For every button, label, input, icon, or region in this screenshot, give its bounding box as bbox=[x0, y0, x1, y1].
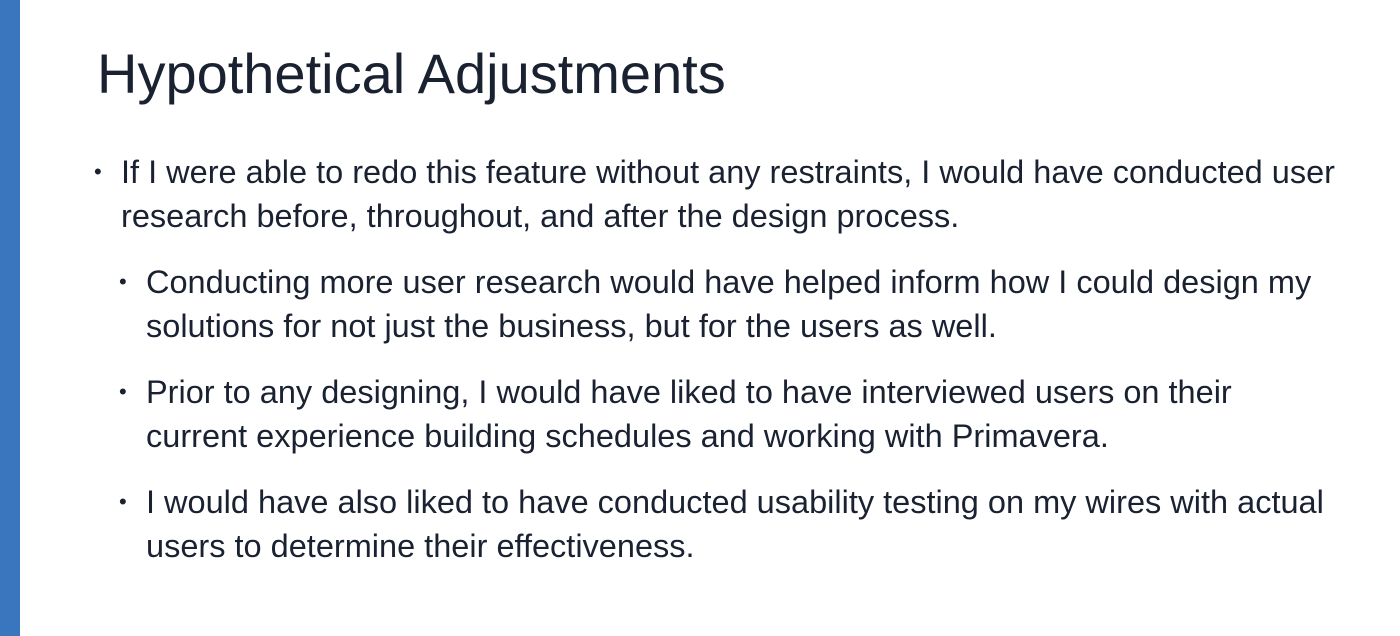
bullet-icon: • bbox=[119, 379, 127, 404]
sub-bullet-item: • I would have also liked to have conduc… bbox=[119, 480, 1326, 568]
bullet-item: • If I were able to redo this feature wi… bbox=[94, 150, 1341, 238]
bullet-text: If I were able to redo this feature with… bbox=[121, 154, 1336, 234]
bullet-list: • If I were able to redo this feature wi… bbox=[0, 150, 1400, 568]
sub-bullet-text: Prior to any designing, I would have lik… bbox=[146, 374, 1232, 454]
bullet-icon: • bbox=[119, 269, 127, 294]
slide-title: Hypothetical Adjustments bbox=[97, 42, 726, 105]
sub-bullet-item: • Conducting more user research would ha… bbox=[119, 260, 1326, 348]
accent-bar bbox=[0, 0, 20, 636]
bullet-icon: • bbox=[119, 489, 127, 514]
sub-bullet-text: I would have also liked to have conducte… bbox=[146, 484, 1324, 564]
bullet-icon: • bbox=[94, 159, 102, 184]
sub-bullet-text: Conducting more user research would have… bbox=[146, 264, 1312, 344]
sub-bullet-item: • Prior to any designing, I would have l… bbox=[119, 370, 1326, 458]
